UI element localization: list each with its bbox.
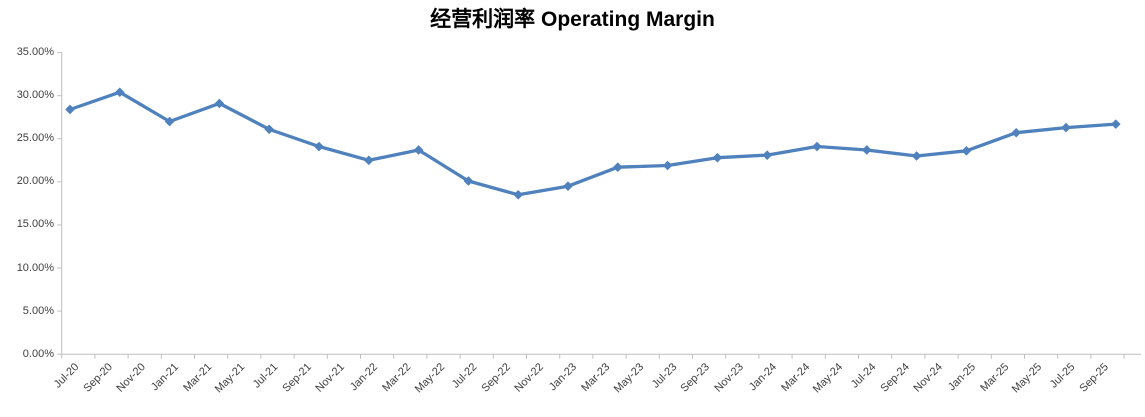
data-point-marker — [214, 98, 225, 109]
data-point-marker — [164, 116, 175, 127]
data-point-marker — [364, 155, 374, 166]
y-axis-label: 0.00% — [22, 347, 54, 360]
data-point-marker — [65, 104, 75, 115]
data-point-marker — [1061, 122, 1071, 133]
y-axis-label: 30.00% — [16, 89, 54, 102]
data-point-marker — [413, 145, 424, 155]
y-axis-label: 15.00% — [16, 218, 54, 231]
data-point-marker — [463, 176, 474, 186]
y-axis-label: 35.00% — [16, 46, 54, 59]
chart-title: 经营利润率 Operating Margin — [430, 8, 715, 31]
data-point-marker — [961, 146, 972, 156]
data-point-marker — [264, 124, 274, 135]
data-point-marker — [712, 152, 723, 163]
data-point-marker — [115, 87, 125, 98]
series-line — [68, 90, 1118, 197]
y-axis-label: 10.00% — [16, 261, 54, 274]
data-point-marker — [1111, 119, 1121, 129]
data-point-marker — [662, 160, 673, 171]
data-point-marker — [812, 141, 822, 152]
y-axis-label: 20.00% — [16, 175, 54, 188]
data-point-marker — [513, 189, 523, 200]
data-point-marker — [613, 162, 623, 173]
y-axis-label: 25.00% — [16, 132, 54, 145]
y-axis-label: 5.00% — [22, 304, 54, 317]
data-point-marker — [314, 141, 324, 152]
data-point-marker — [563, 181, 573, 191]
data-point-marker — [862, 145, 872, 155]
data-point-marker — [1011, 127, 1021, 138]
data-point-marker — [762, 150, 772, 160]
data-point-marker — [911, 151, 922, 161]
